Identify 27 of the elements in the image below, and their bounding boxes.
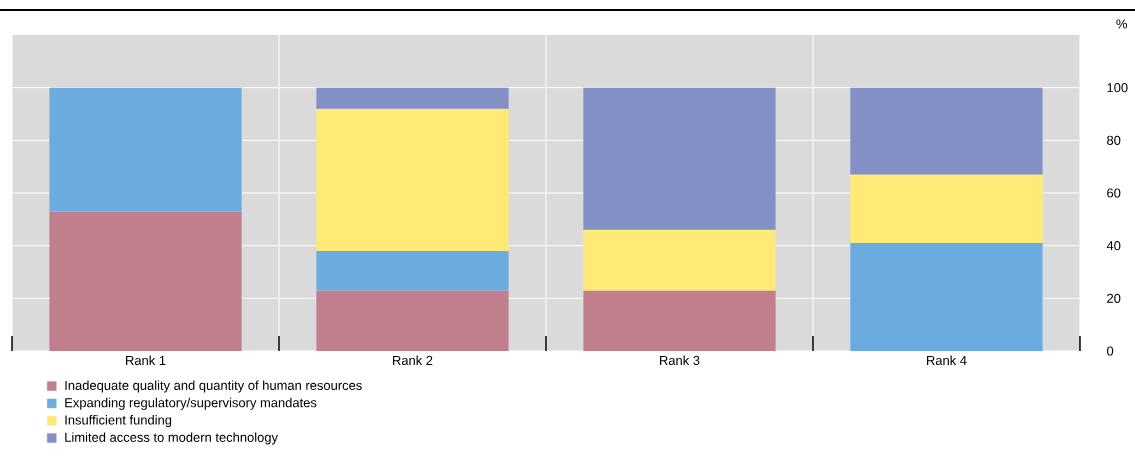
y-tick-label: 0 [1106, 346, 1114, 356]
legend-label: Insufficient funding [65, 415, 172, 428]
legend-label: Inadequate quality and quantity of human resources [65, 380, 362, 393]
bar [583, 290, 776, 351]
bar [316, 290, 509, 351]
bar [850, 87, 1043, 175]
bar [583, 87, 776, 230]
bar [583, 229, 776, 291]
x-tick-label: Rank 1 [126, 355, 166, 366]
bar [49, 87, 242, 212]
y-tick-label: 100 [1107, 83, 1128, 93]
bar [850, 243, 1043, 351]
x-tick-label: Rank 2 [393, 355, 433, 366]
legend-label: Limited access to modern technology [65, 432, 278, 445]
y-tick-label: 80 [1107, 135, 1121, 145]
y-tick-label: 60 [1107, 188, 1121, 198]
x-tick-label: Rank 3 [660, 355, 700, 366]
y-tick-label: 40 [1106, 241, 1121, 251]
bar [316, 108, 509, 251]
bar [49, 211, 242, 351]
bar [850, 174, 1043, 244]
y-tick-label: 20 [1107, 293, 1121, 303]
x-tick-label: Rank 4 [927, 355, 967, 366]
y-axis-title: % [1116, 19, 1127, 29]
bar [316, 87, 509, 109]
bar [316, 250, 509, 291]
legend-label: Expanding regulatory/supervisory mandates [65, 397, 317, 410]
